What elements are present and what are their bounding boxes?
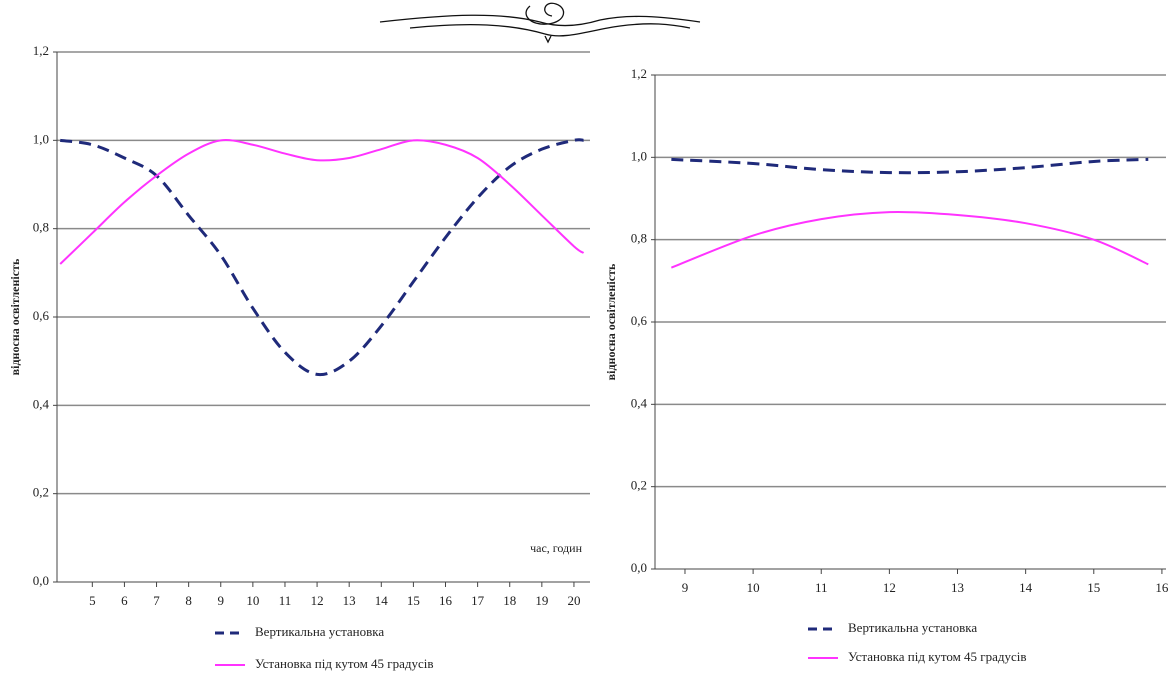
y-tick-label: 0,4	[631, 395, 648, 410]
ornament-line	[409, 23, 691, 37]
series-line	[59, 139, 585, 265]
x-tick-label: 11	[815, 580, 828, 595]
x-tick-label: 11	[279, 593, 292, 608]
x-tick-label: 6	[121, 593, 128, 608]
x-tick-label: 9	[218, 593, 225, 608]
y-tick-label: 1,0	[33, 131, 49, 146]
ornament-loop	[525, 2, 565, 25]
y-tick-label: 1,2	[33, 43, 49, 58]
x-tick-label: 5	[89, 593, 96, 608]
y-tick-label: 0,4	[33, 396, 50, 411]
x-tick-label: 10	[246, 593, 259, 608]
y-axis-label: відносна освітленість	[604, 263, 618, 380]
x-tick-label: 15	[1087, 580, 1100, 595]
x-tick-label: 13	[343, 593, 356, 608]
y-tick-label: 0,0	[33, 573, 49, 588]
y-axis-label: відносна освітленість	[8, 258, 22, 375]
x-tick-label: 14	[1019, 580, 1033, 595]
legend-label: Вертикальна установка	[255, 624, 384, 639]
x-tick-label: 12	[311, 593, 324, 608]
x-tick-label: 18	[503, 593, 516, 608]
x-tick-label: 17	[471, 593, 485, 608]
y-tick-label: 0,8	[631, 231, 647, 246]
x-tick-label: 9	[682, 580, 689, 595]
x-tick-label: 8	[185, 593, 192, 608]
legend-label: Установка під кутом 45 градусів	[255, 656, 434, 671]
x-tick-label: 20	[567, 593, 580, 608]
ornament-line	[379, 14, 701, 27]
y-tick-label: 0,6	[33, 308, 50, 323]
series-line	[60, 138, 584, 377]
x-tick-label: 15	[407, 593, 420, 608]
series-line	[670, 210, 1149, 269]
legend-label: Вертикальна установка	[848, 620, 977, 635]
x-tick-label: 13	[951, 580, 964, 595]
ornament-tip	[544, 35, 552, 44]
series-line	[671, 157, 1149, 175]
y-tick-label: 1,0	[631, 148, 647, 163]
y-tick-label: 1,2	[631, 66, 647, 81]
annotation: час, годин	[530, 541, 582, 555]
y-tick-label: 0,0	[631, 560, 647, 575]
x-tick-label: 10	[747, 580, 760, 595]
x-tick-label: 14	[375, 593, 389, 608]
x-tick-label: 16	[1155, 580, 1169, 595]
x-tick-label: 7	[153, 593, 160, 608]
x-tick-label: 12	[883, 580, 896, 595]
x-tick-label: 16	[439, 593, 453, 608]
y-tick-label: 0,2	[33, 485, 49, 500]
ornament	[379, 2, 701, 44]
y-tick-label: 0,8	[33, 220, 49, 235]
y-tick-label: 0,2	[631, 478, 647, 493]
legend-label: Установка під кутом 45 градусів	[848, 649, 1027, 664]
y-tick-label: 0,6	[631, 313, 648, 328]
x-tick-label: 19	[535, 593, 548, 608]
